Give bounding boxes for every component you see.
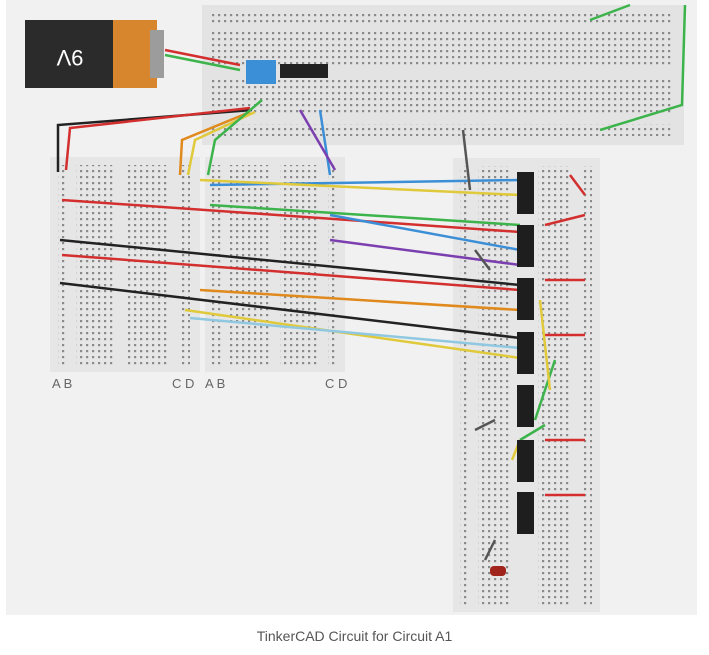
wire — [329, 213, 521, 252]
ic-chip — [517, 332, 534, 374]
rail-holes — [58, 165, 68, 365]
wire — [164, 48, 241, 67]
wire — [64, 106, 251, 171]
wire — [209, 203, 521, 227]
ic-chip — [517, 172, 534, 214]
wire — [61, 198, 521, 234]
battery-cap — [113, 20, 157, 88]
wire — [189, 316, 521, 350]
wire — [59, 238, 521, 287]
ic-chip — [517, 225, 534, 267]
battery: 9V — [25, 20, 164, 88]
chips — [517, 172, 534, 534]
caption: TinkerCAD Circuit for Circuit A1 — [256, 628, 453, 644]
breadboard-holes — [230, 165, 270, 365]
ic-chip — [517, 385, 534, 427]
rail-holes — [212, 165, 222, 365]
wire — [61, 253, 521, 292]
breadboard-2 — [205, 157, 345, 372]
wire — [164, 53, 241, 72]
rail-holes — [212, 12, 674, 24]
wire — [178, 110, 251, 176]
ic-chip — [517, 440, 534, 482]
battery-label: 9V — [56, 45, 83, 70]
breadboard-holes — [128, 165, 168, 365]
wire — [199, 178, 521, 197]
wire — [461, 129, 497, 561]
breadboard-holes — [478, 166, 512, 606]
breadboard-holes — [212, 80, 674, 116]
wire — [59, 281, 521, 340]
ic-chip — [280, 64, 328, 78]
led — [490, 566, 506, 576]
wire — [544, 174, 586, 497]
wire — [519, 359, 557, 442]
dip-switch — [246, 60, 276, 84]
wire — [318, 109, 332, 176]
wire — [186, 110, 256, 176]
battery-terminal — [150, 30, 164, 78]
column-label: A B — [205, 376, 225, 391]
column-label: C D — [172, 376, 194, 391]
wire — [589, 3, 687, 132]
ic-chip — [517, 492, 534, 534]
wire — [199, 288, 521, 312]
breadboard-holes — [76, 165, 116, 365]
circuit-image: 9V A B C D A B C D — [6, 0, 697, 615]
rail-holes — [328, 165, 338, 365]
battery-body — [25, 20, 115, 88]
rail-holes — [582, 166, 592, 606]
wire — [329, 238, 521, 267]
wire — [298, 109, 337, 171]
rail-holes — [460, 166, 470, 606]
column-label: C D — [325, 376, 347, 391]
ic-chip — [517, 278, 534, 320]
column-label: A B — [52, 376, 72, 391]
wire — [206, 99, 263, 176]
breadboard-holes — [212, 30, 674, 66]
rail-holes — [212, 124, 674, 136]
breadboard-holes — [538, 166, 572, 606]
wires — [56, 3, 687, 561]
